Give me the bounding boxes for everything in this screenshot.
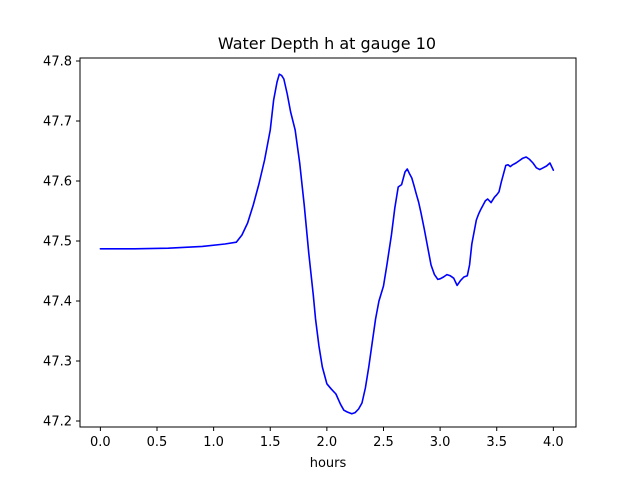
y-axis: 47.2 47.3 47.4 47.5 47.6 47.7 47.8 <box>43 55 80 430</box>
y-tick-label: 47.4 <box>43 295 72 310</box>
x-tick-label: 2.0 <box>317 435 338 450</box>
x-axis: 0.0 0.5 1.0 1.5 2.0 2.5 3.0 3.5 4.0 <box>90 427 564 450</box>
y-tick-label: 47.2 <box>43 415 72 430</box>
x-tick-label: 4.0 <box>543 435 564 450</box>
y-tick-label: 47.3 <box>43 355 72 370</box>
y-tick-label: 47.7 <box>43 115 72 130</box>
x-axis-title: hours <box>310 456 347 471</box>
x-tick-label: 0.0 <box>90 435 111 450</box>
chart-title: Water Depth h at gauge 10 <box>218 34 436 53</box>
y-tick-label: 47.8 <box>43 55 72 70</box>
plot-area-frame <box>79 57 577 428</box>
y-tick-label: 47.5 <box>43 235 72 250</box>
x-tick-label: 3.5 <box>486 435 507 450</box>
series-layer <box>99 73 555 415</box>
x-tick-label: 0.5 <box>147 435 168 450</box>
x-tick-label: 2.5 <box>373 435 394 450</box>
x-tick-label: 3.0 <box>430 435 451 450</box>
water-depth-series-line <box>99 73 555 415</box>
x-tick-label: 1.5 <box>260 435 281 450</box>
x-tick-label: 1.0 <box>203 435 224 450</box>
y-tick-label: 47.6 <box>43 175 72 190</box>
